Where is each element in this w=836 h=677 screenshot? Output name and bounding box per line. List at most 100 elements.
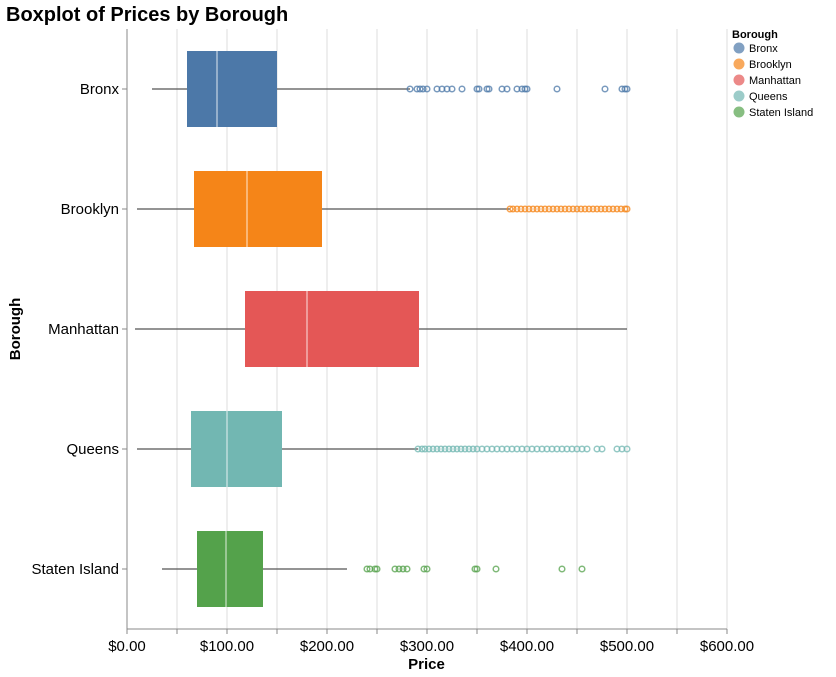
outlier-point — [363, 565, 371, 573]
legend-label: Brooklyn — [749, 59, 792, 71]
axes: $0.00 $100.00 $200.00 $300.00 $400.00 $500.00… — [31, 29, 754, 655]
outlier-point — [403, 565, 411, 573]
legend-symbol — [733, 42, 745, 54]
legend-symbol — [733, 74, 745, 86]
outlier-point — [583, 445, 591, 453]
outlier-point — [589, 205, 597, 213]
outlier-point — [623, 445, 631, 453]
legend-label: Staten Island — [749, 107, 813, 119]
box — [187, 51, 277, 127]
legend-item[interactable]: Manhattan — [733, 74, 801, 88]
outlier-point — [609, 205, 617, 213]
outlier-point — [565, 205, 573, 213]
box-bronx[interactable] — [152, 51, 631, 127]
y-tick-label: Manhattan — [48, 321, 119, 338]
legend-item[interactable]: Staten Island — [733, 106, 814, 120]
box-manhattan[interactable] — [135, 291, 627, 367]
outlier-point — [469, 445, 477, 453]
legend-symbol — [733, 58, 745, 70]
outlier-point — [448, 85, 456, 93]
outlier-point — [605, 205, 613, 213]
outlier-point — [473, 565, 481, 573]
x-tick-label: $500.00 — [600, 638, 654, 655]
outlier-point — [449, 445, 457, 453]
box — [194, 171, 322, 247]
legend-item[interactable]: Brooklyn — [733, 58, 792, 72]
x-tick-label: $600.00 — [700, 638, 754, 655]
legend-symbol — [733, 90, 745, 102]
outlier-point — [541, 205, 549, 213]
outlier-point — [613, 205, 621, 213]
outlier-point — [475, 85, 483, 93]
outlier-point — [399, 565, 407, 573]
box — [191, 411, 282, 487]
outlier-point — [593, 205, 601, 213]
outlier-point — [578, 565, 586, 573]
outlier-point — [429, 445, 437, 453]
x-tick-label: $0.00 — [108, 638, 146, 655]
legend-title: Borough — [732, 29, 778, 41]
outlier-point — [458, 85, 466, 93]
y-tick-label: Queens — [66, 441, 119, 458]
outlier-point — [523, 85, 531, 93]
legend-label: Bronx — [749, 43, 778, 55]
outlier-point — [373, 565, 381, 573]
outlier-point — [553, 85, 561, 93]
outlier-point — [525, 205, 533, 213]
outlier-point — [513, 205, 521, 213]
legend-item[interactable]: Queens — [733, 90, 789, 104]
x-axis-title: Price — [408, 656, 445, 673]
outlier-point — [558, 565, 566, 573]
outlier-point — [453, 445, 461, 453]
outlier-point — [553, 205, 561, 213]
outlier-point — [416, 85, 424, 93]
y-axis-title: Borough — [7, 298, 24, 360]
outlier-point — [597, 205, 605, 213]
box-staten-island[interactable] — [162, 531, 586, 607]
x-tick-label: $400.00 — [500, 638, 554, 655]
box — [245, 291, 419, 367]
boxes — [135, 51, 631, 607]
outlier-point — [598, 445, 606, 453]
outlier-point — [577, 205, 585, 213]
legend-item[interactable]: Bronx — [733, 42, 779, 56]
outlier-point — [503, 85, 511, 93]
outlier-point — [423, 565, 431, 573]
outlier-point — [517, 205, 525, 213]
box-queens[interactable] — [137, 411, 631, 487]
chart-title: Boxplot of Prices by Borough — [6, 4, 288, 26]
outlier-point — [549, 205, 557, 213]
outlier-point — [433, 445, 441, 453]
outlier-point — [441, 445, 449, 453]
outlier-point — [521, 205, 529, 213]
outlier-point — [492, 565, 500, 573]
outlier-point — [420, 565, 428, 573]
outlier-point — [506, 205, 514, 213]
legend[interactable]: Borough Bronx Brooklyn Manhattan Queens Stat… — [732, 29, 813, 119]
outlier-point — [573, 205, 581, 213]
outlier-point — [557, 205, 565, 213]
y-tick-label: Bronx — [80, 81, 120, 98]
outlier-point — [485, 85, 493, 93]
outlier-point — [414, 445, 422, 453]
outlier-point — [561, 205, 569, 213]
box-brooklyn[interactable] — [137, 171, 631, 247]
y-tick-label: Brooklyn — [61, 201, 119, 218]
outlier-point — [457, 445, 465, 453]
outlier-point — [529, 205, 537, 213]
legend-symbol — [733, 106, 745, 118]
outlier-point — [533, 205, 541, 213]
outlier-point — [537, 205, 545, 213]
outlier-point — [423, 85, 431, 93]
outlier-point — [406, 85, 414, 93]
outlier-point — [623, 205, 631, 213]
x-tick-label: $100.00 — [200, 638, 254, 655]
box — [197, 531, 263, 607]
outlier-point — [437, 445, 445, 453]
outlier-point — [465, 445, 473, 453]
outlier-point — [445, 445, 453, 453]
outlier-point — [601, 205, 609, 213]
legend-label: Manhattan — [749, 75, 801, 87]
outlier-point — [601, 85, 609, 93]
